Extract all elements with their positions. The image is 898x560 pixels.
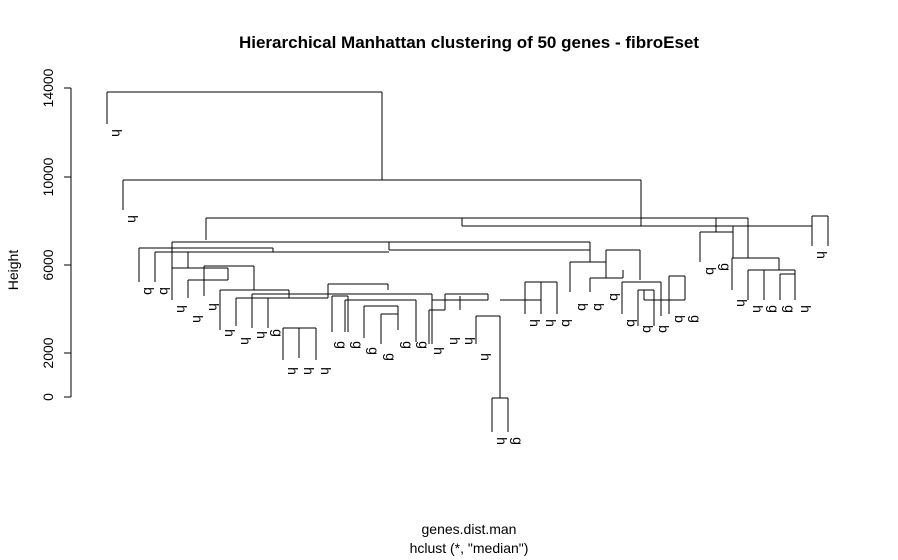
leaf-label: h: [206, 303, 222, 311]
y-tick-label-6000: 6000: [40, 249, 56, 280]
leaf-label: h: [734, 299, 750, 307]
leaf-label: h: [462, 337, 478, 345]
leaf-label: b: [656, 325, 672, 333]
x-axis-label: genes.dist.man: [422, 521, 517, 537]
leaf-label: h: [543, 319, 559, 327]
leaf-label: h: [494, 437, 510, 445]
y-tick-label-14000: 14000: [40, 68, 56, 107]
leaf-label: h: [527, 319, 543, 327]
method-label: hclust (*, "median"): [410, 540, 529, 556]
leaf-label: b: [591, 303, 607, 311]
leaf-label: h: [318, 367, 334, 375]
leaf-label: h: [222, 329, 238, 337]
leaf-label: h: [174, 305, 190, 313]
leaf-label: h: [814, 251, 830, 259]
leaf-label: b: [559, 319, 575, 327]
leaf-label: h: [125, 215, 141, 223]
leaf-label: h: [238, 337, 254, 345]
leaf-label: g: [383, 353, 399, 361]
leaf-label: h: [301, 367, 317, 375]
leaf-label: h: [431, 347, 447, 355]
leaf-label: g: [334, 341, 350, 349]
leaf-label: b: [624, 319, 640, 327]
leaf-label: h: [254, 331, 270, 339]
leaf-label: b: [703, 267, 719, 275]
leaf-label: g: [270, 329, 286, 337]
leaf-label: b: [141, 287, 157, 295]
y-axis: 0 2000 6000 10000 14000 Height: [5, 68, 72, 401]
leaf-label: h: [798, 305, 814, 313]
leaf-label: h: [478, 353, 494, 361]
leaf-label: g: [416, 341, 432, 349]
leaf-label: h: [447, 337, 463, 345]
leaf-label: h: [750, 305, 766, 313]
leaf-label: g: [366, 347, 382, 355]
leaf-label: g: [510, 437, 526, 445]
dendrogram-tree: [106, 91, 829, 432]
leaf-label: h: [285, 367, 301, 375]
leaf-label: g: [350, 341, 366, 349]
leaf-label: g: [766, 305, 782, 313]
leaf-label: b: [607, 293, 623, 301]
leaf-label: g: [782, 305, 798, 313]
leaf-label: g: [400, 341, 416, 349]
y-axis-label: Height: [5, 250, 21, 291]
y-tick-label-2000: 2000: [40, 337, 56, 368]
leaf-label: b: [157, 287, 173, 295]
leaf-label: b: [640, 325, 656, 333]
chart-title: Hierarchical Manhattan clustering of 50 …: [239, 33, 699, 52]
leaf-label: h: [190, 315, 206, 323]
leaf-label: h: [109, 129, 125, 137]
leaf-label: g: [718, 263, 734, 271]
y-tick-label-0: 0: [40, 393, 56, 401]
leaf-label: b: [672, 315, 688, 323]
leaf-label: b: [575, 303, 591, 311]
y-tick-label-10000: 10000: [40, 157, 56, 196]
leaf-label: g: [688, 315, 704, 323]
